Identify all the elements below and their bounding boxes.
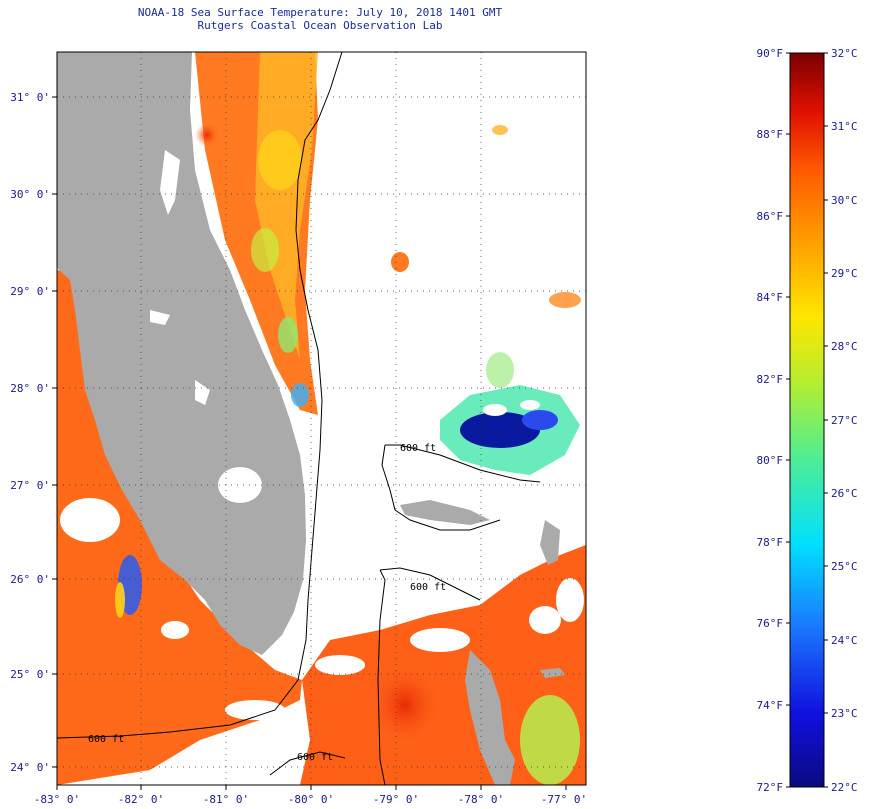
colorbar-f-label: 78°F <box>757 536 784 549</box>
colorbar-c-label: 24°C <box>831 634 858 647</box>
colorbar-c-label: 31°C <box>831 120 858 133</box>
colorbar-f-label: 90°F <box>757 47 784 60</box>
colorbar-c-label: 26°C <box>831 487 858 500</box>
lon-label: -82° 0' <box>118 793 164 806</box>
colorbar-c-label: 27°C <box>831 414 858 427</box>
map-subtitle: Rutgers Coastal Ocean Observation Lab <box>197 19 443 32</box>
colorbar-f-label: 88°F <box>757 128 784 141</box>
lat-label: 30° 0' <box>10 188 50 201</box>
lon-label: -80° 0' <box>288 793 334 806</box>
contour-label: 600 ft <box>410 582 446 593</box>
lake-okeechobee <box>218 467 262 503</box>
lon-label: -78° 0' <box>458 793 504 806</box>
colorbar-f-label: 80°F <box>757 454 784 467</box>
colorbar <box>789 52 825 788</box>
colorbar-f-label: 84°F <box>757 291 784 304</box>
map-frame <box>56 51 587 786</box>
colorbar-f-label: 76°F <box>757 617 784 630</box>
colorbar-f-label: 72°F <box>757 781 784 794</box>
contour-label: 600 ft <box>88 734 124 745</box>
florida-land <box>57 52 306 655</box>
colorbar-f-label: 82°F <box>757 373 784 386</box>
gulf-sst <box>57 270 302 785</box>
colorbar-c-label: 22°C <box>831 781 858 794</box>
colorbar-c-label: 23°C <box>831 707 858 720</box>
colorbar-f-label: 74°F <box>757 699 784 712</box>
lat-label: 28° 0' <box>10 382 50 395</box>
contour-600ft <box>57 52 343 739</box>
colorbar-c-label: 32°C <box>831 47 858 60</box>
lon-label: -79° 0' <box>373 793 419 806</box>
lat-label: 29° 0' <box>10 285 50 298</box>
graticule <box>57 52 586 785</box>
bahamas-land <box>400 500 490 525</box>
contour-label: 600 ft <box>400 443 436 454</box>
lat-label: 24° 0' <box>10 761 50 774</box>
lon-label: -81° 0' <box>203 793 249 806</box>
lat-label: 25° 0' <box>10 668 50 681</box>
lon-label: -77° 0' <box>541 793 587 806</box>
colorbar-c-label: 29°C <box>831 267 858 280</box>
lon-label: -83° 0' <box>34 793 80 806</box>
map-title: NOAA-18 Sea Surface Temperature: July 10… <box>137 6 503 19</box>
contour-label: 600 ft <box>297 752 333 763</box>
lat-label: 26° 0' <box>10 573 50 586</box>
colorbar-c-label: 25°C <box>831 560 858 573</box>
lat-label: 31° 0' <box>10 91 50 104</box>
colorbar-c-label: 28°C <box>831 340 858 353</box>
colorbar-f-label: 86°F <box>757 210 784 223</box>
lat-label: 27° 0' <box>10 479 50 492</box>
colorbar-c-label: 30°C <box>831 194 858 207</box>
